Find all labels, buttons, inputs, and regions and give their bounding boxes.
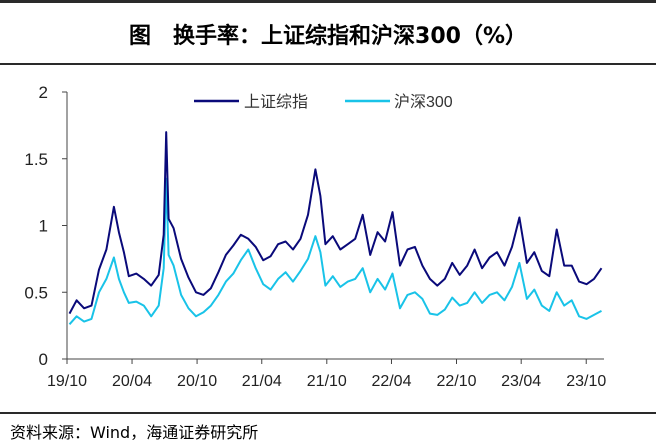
x-tick-label: 19/10 [47, 373, 87, 390]
y-tick-label: 1.5 [24, 150, 48, 169]
legend: 上证综指 沪深300 [194, 93, 453, 111]
x-tick-label: 20/04 [112, 373, 152, 390]
x-tick-label: 23/04 [501, 373, 541, 390]
series-line-hs300 [68, 177, 602, 325]
figure-title: 换手率：上证综指和沪深300（%） [173, 24, 527, 49]
x-tick-label: 20/10 [177, 373, 217, 390]
x-tick-label: 22/04 [371, 373, 411, 390]
x-tick-label: 21/04 [242, 373, 282, 390]
y-tick-label: 1 [39, 217, 48, 236]
series-line-shanghai [68, 131, 603, 315]
chart-area: 0 0.5 1 1.5 2 19/10 20/04 20/10 21/04 21/10 22/04 2… [24, 83, 606, 390]
y-tick-label: 0 [39, 350, 48, 369]
figure-label: 图 [129, 24, 152, 49]
y-tick-label: 2 [39, 83, 48, 102]
x-tick-label: 23/10 [566, 373, 606, 390]
legend-shanghai-label: 上证综指 [244, 93, 308, 111]
title-divider [0, 63, 656, 65]
series-layer [68, 131, 603, 325]
top-rule [0, 0, 656, 3]
figure-title-row: 图换手率：上证综指和沪深300（%） [0, 18, 656, 50]
x-tick-label: 22/10 [436, 373, 476, 390]
legend-hs300-label: 沪深300 [394, 93, 453, 111]
bottom-rule [0, 412, 656, 414]
x-tick-label: 21/10 [307, 373, 347, 390]
y-tick-label: 0.5 [24, 283, 48, 302]
title-bar [0, 3, 656, 67]
axes: 0 0.5 1 1.5 2 19/10 20/04 20/10 21/04 21/10 22/04 2… [24, 83, 606, 390]
source-note: 资料来源：Wind，海通证券研究所 [10, 423, 259, 442]
